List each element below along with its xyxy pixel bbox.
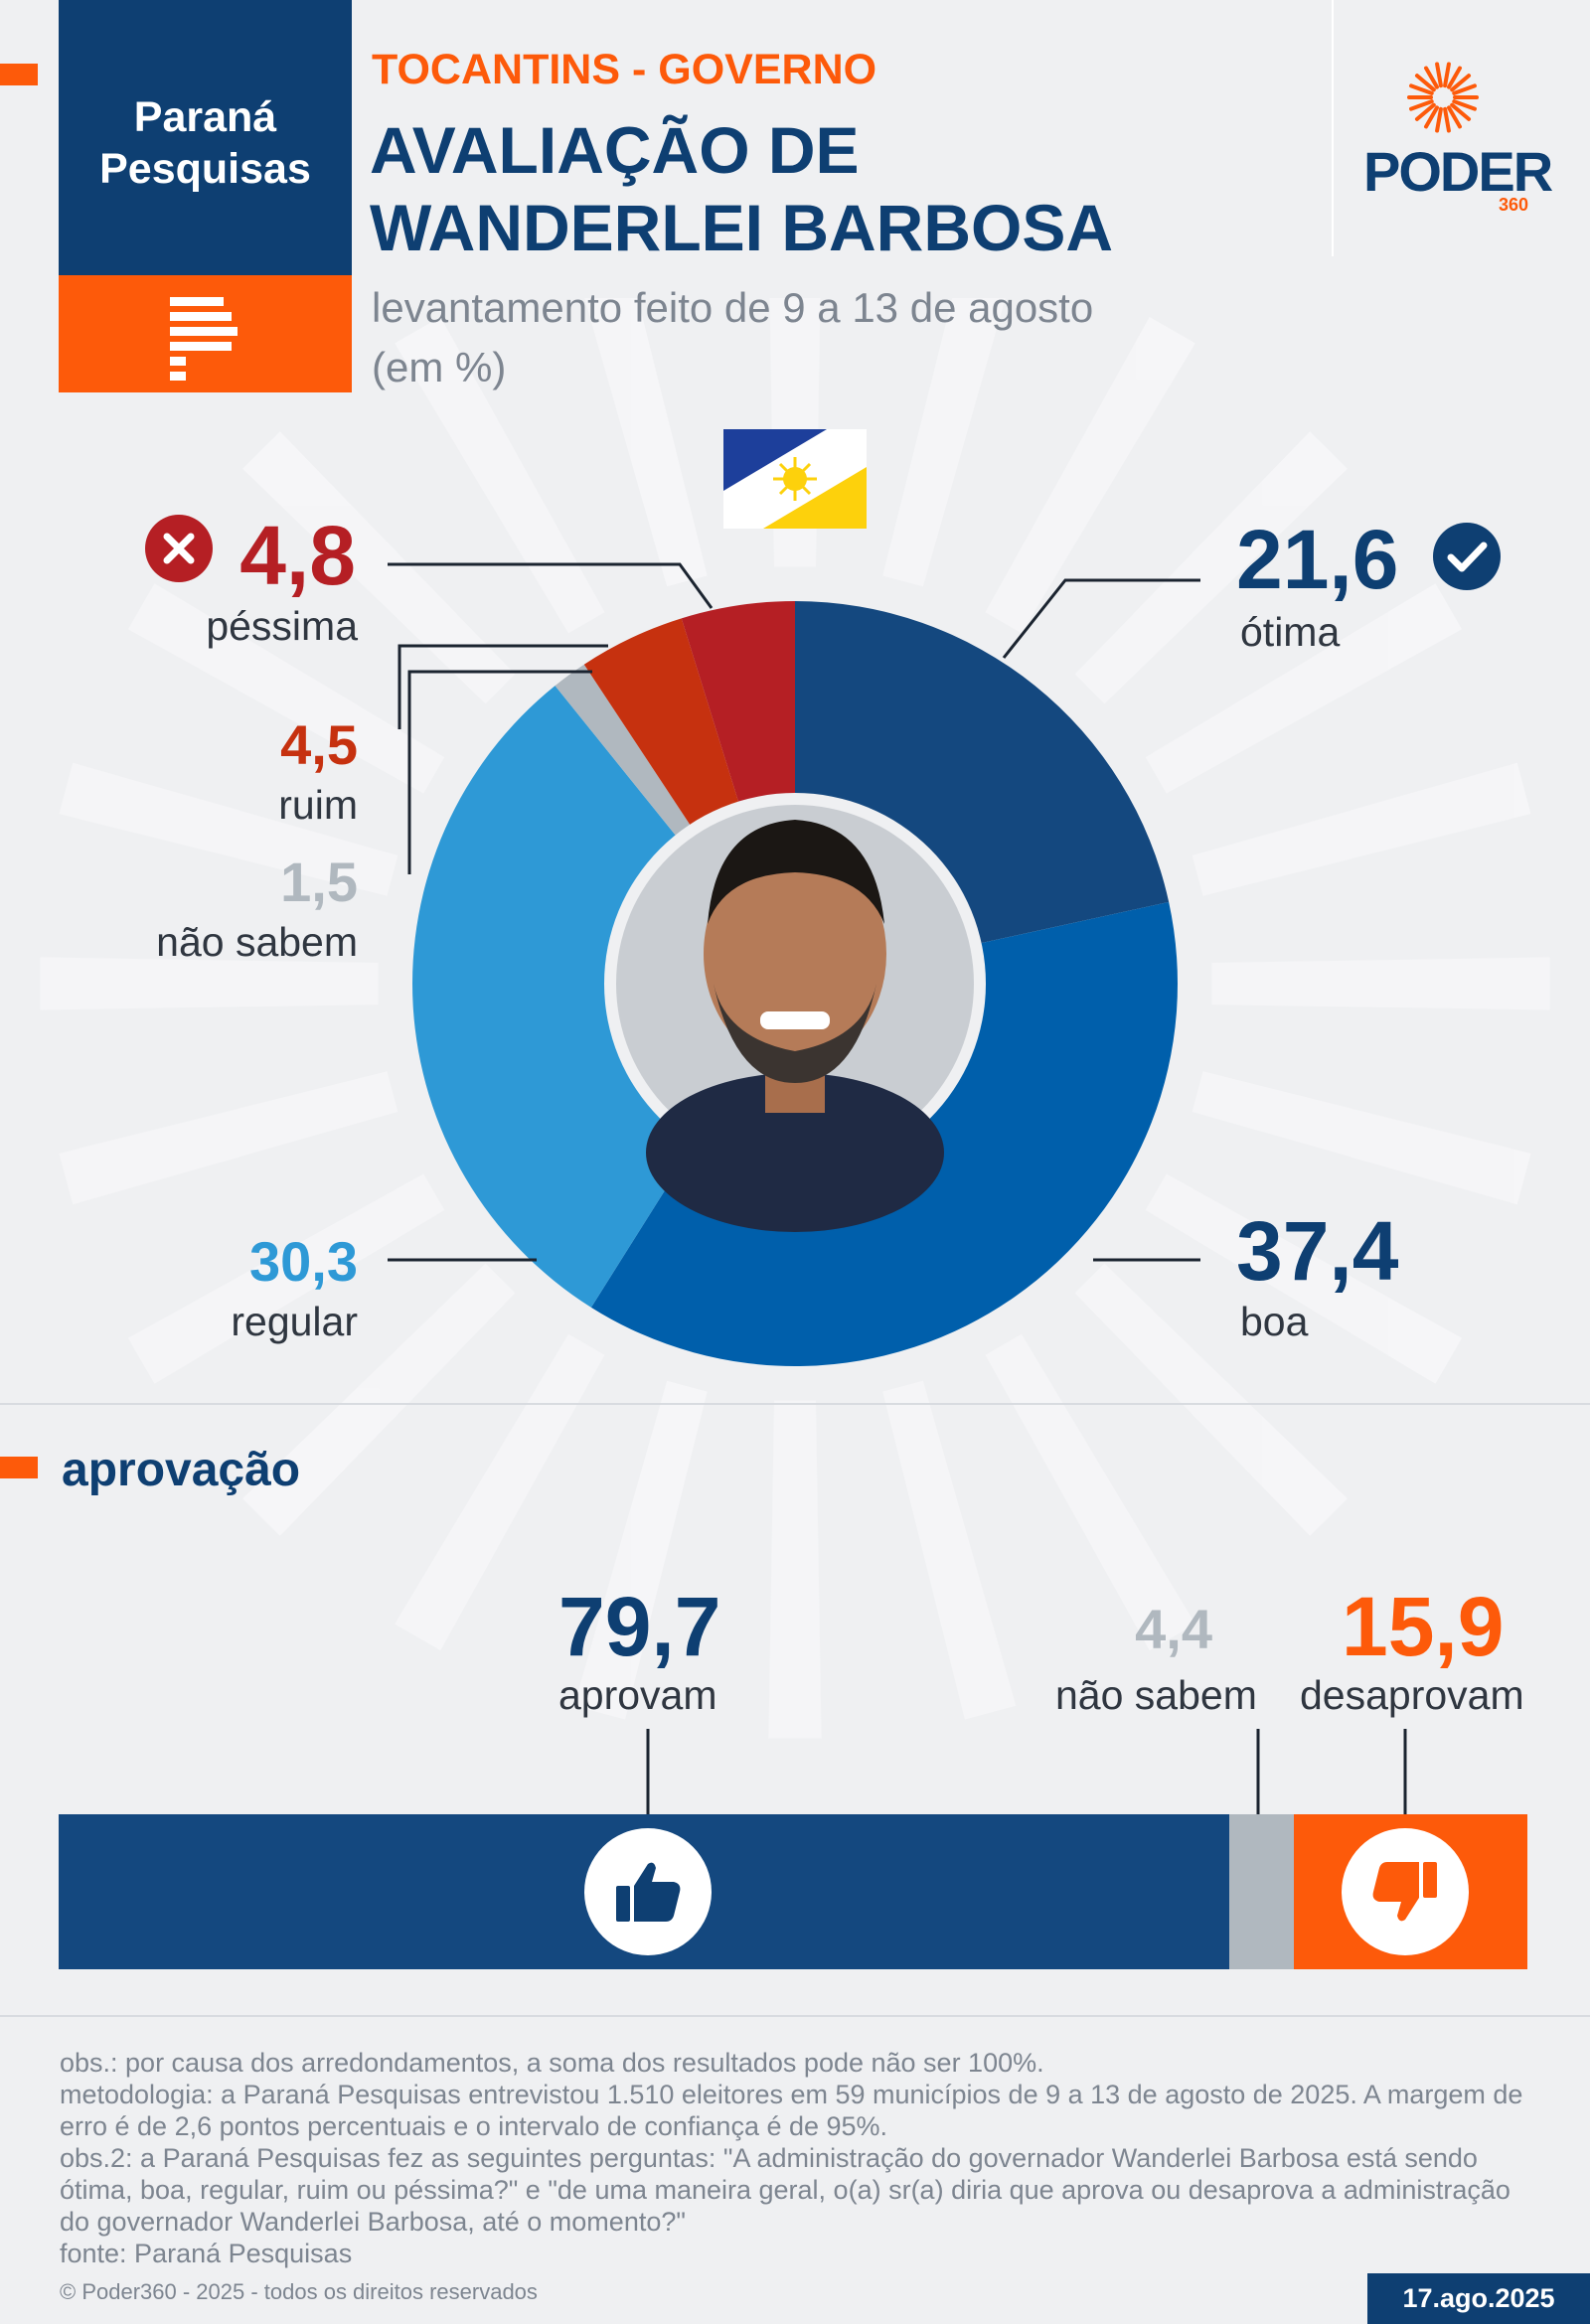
pessima-value: 4,8	[239, 509, 356, 602]
approval-nao-sabem-value: 4,4	[1135, 1598, 1212, 1660]
otima-value: 21,6	[1236, 513, 1399, 606]
otima-label: ótima	[1240, 609, 1341, 655]
aprovam-value: 79,7	[558, 1580, 721, 1673]
tocantins-flag-icon	[723, 429, 867, 529]
donut-slice-boa	[590, 901, 1178, 1367]
title-line2: WANDERLEI BARBOSA	[370, 191, 1114, 264]
footer-obs2: obs.2: a Paraná Pesquisas fez as seguint…	[60, 2143, 1510, 2237]
section-accent-bar	[0, 1457, 38, 1478]
thumbs-down-icon	[1342, 1828, 1469, 1955]
bar-nao-sabem	[1228, 1814, 1294, 1969]
logo-line2: Pesquisas	[99, 144, 311, 193]
poder360-logo: PODER	[1363, 140, 1553, 203]
otima-check-icon	[1433, 523, 1501, 590]
approval-leader-lines	[646, 1729, 1407, 1814]
footer-divider	[0, 2015, 1590, 2017]
section-divider	[0, 1403, 1590, 1405]
page-title: AVALIAÇÃO DE WANDERLEI BARBOSA	[370, 111, 1113, 266]
header-divider	[1332, 0, 1334, 256]
poder360-sun-icon	[1407, 62, 1479, 133]
boa-label: boa	[1240, 1299, 1309, 1344]
donut-slice-otima	[795, 601, 1170, 944]
kicker: TOCANTINS - GOVERNO	[372, 46, 877, 93]
pessima-label: péssima	[206, 603, 358, 649]
poder360-logo-sub: 360	[1499, 195, 1529, 215]
thumbs-up-icon	[584, 1828, 712, 1955]
regular-value: 30,3	[249, 1230, 358, 1293]
donut-slice-pessima	[681, 601, 795, 804]
nao-sabem-value: 1,5	[280, 851, 358, 913]
nao-sabem-label: não sabem	[156, 919, 358, 965]
publish-date: 17.ago.2025	[1367, 2273, 1590, 2324]
copyright: © Poder360 - 2025 - todos os direitos re…	[60, 2279, 538, 2304]
leader-line	[388, 562, 714, 609]
background-rays	[40, 298, 1550, 1739]
ruim-label: ruim	[278, 782, 358, 828]
footer-notes: obs.: por causa dos arredondamentos, a s…	[60, 2047, 1540, 2269]
subtitle-line1: levantamento feito de 9 a 13 de agosto	[372, 284, 1094, 331]
boa-value: 37,4	[1236, 1204, 1399, 1298]
footer-obs: obs.: por causa dos arredondamentos, a s…	[60, 2048, 1044, 2078]
header-accent-bar	[0, 64, 38, 85]
footer-source: fonte: Paraná Pesquisas	[60, 2239, 353, 2268]
footer-methodology: metodologia: a Paraná Pesquisas entrevis…	[60, 2080, 1523, 2141]
leader-line	[407, 670, 592, 874]
donut-slice-ruim	[583, 618, 739, 827]
approval-section-title: aprovação	[62, 1444, 301, 1496]
parana-pesquisas-logo: Paraná Pesquisas	[59, 0, 352, 392]
donut-chart	[388, 562, 1200, 1367]
donut-slice-regular	[411, 686, 695, 1308]
subtitle-line2: (em %)	[372, 344, 507, 390]
regular-label: regular	[231, 1299, 358, 1344]
desaprovam-label: desaprovam	[1300, 1672, 1524, 1718]
desaprovam-value: 15,9	[1342, 1580, 1505, 1673]
title-line1: AVALIAÇÃO DE	[370, 113, 860, 187]
aprovam-label: aprovam	[558, 1672, 717, 1718]
leader-line	[398, 644, 608, 729]
subtitle: levantamento feito de 9 a 13 de agosto (…	[372, 278, 1093, 397]
portrait-icon	[616, 805, 974, 1232]
donut-slice-nao-sabem	[555, 664, 692, 838]
leader-line	[1002, 578, 1200, 659]
pessima-x-icon	[145, 515, 213, 582]
logo-line1: Paraná	[133, 92, 277, 141]
approval-nao-sabem-label: não sabem	[1055, 1672, 1257, 1718]
ruim-value: 4,5	[280, 713, 358, 776]
parana-p-icon	[170, 297, 238, 381]
